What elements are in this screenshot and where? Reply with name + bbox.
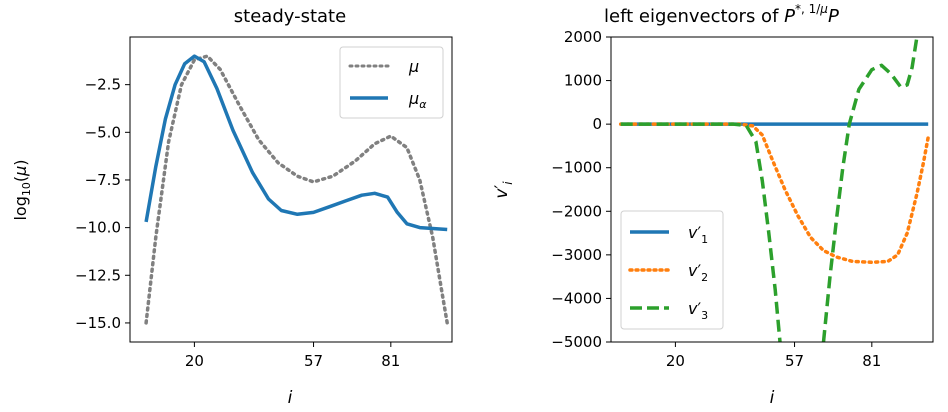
- legend-box: [339, 46, 444, 119]
- y-axis-ticks: −2.5 −5.0 −7.5 −10.0 −12.5 −15.0: [75, 76, 130, 332]
- x-tick-label: 57: [785, 352, 804, 370]
- x-tick-label: 20: [185, 352, 204, 370]
- y-tick-label: −2.5: [85, 76, 121, 94]
- chart-title: steady-state: [234, 6, 346, 27]
- y-tick-label: −4000: [551, 289, 602, 307]
- y-tick-label: −12.5: [75, 266, 121, 284]
- y-axis-label: v′i: [492, 181, 515, 199]
- x-axis-ticks: 20 57 81: [185, 342, 400, 370]
- plot-area: [144, 54, 449, 325]
- axes-frame: [129, 36, 453, 343]
- y-tick-label: 0: [592, 115, 602, 133]
- series-line-3-b: [821, 37, 919, 342]
- y-tick-label: −15.0: [75, 314, 121, 332]
- eigenvectors-panel: left eigenvectors of P*, 1/μP 20 57 81 200…: [492, 2, 934, 408]
- y-tick-label: −3000: [551, 246, 602, 264]
- steady-state-panel: steady-state 20 57 81 −2.5 −5.0 −7.5 −10.0 −12…: [11, 6, 453, 408]
- y-tick-label: −2000: [551, 202, 602, 220]
- x-axis-ticks: 20 57 81: [666, 342, 881, 370]
- legend-label-mu: μ: [408, 57, 419, 76]
- y-axis-label: log10(μ): [11, 159, 33, 220]
- legend: v′1 v′2 v′3: [620, 210, 724, 330]
- y-tick-label: 2000: [564, 28, 602, 46]
- x-tick-label: 81: [381, 352, 400, 370]
- chart-title: left eigenvectors of P*, 1/μP: [604, 2, 839, 27]
- y-tick-label: −10.0: [75, 219, 121, 237]
- x-axis-label: i: [288, 388, 293, 408]
- series-line-3: [620, 122, 782, 342]
- legend: μ μα: [339, 46, 444, 119]
- plot-area: [618, 37, 930, 342]
- y-tick-label: −5.0: [85, 123, 121, 141]
- y-axis-ticks: 2000 1000 0 −1000 −2000 −3000 −4000 −5000: [551, 28, 611, 351]
- axes-frame: [610, 36, 934, 343]
- x-tick-label: 57: [304, 352, 323, 370]
- y-tick-label: −5000: [551, 333, 602, 351]
- x-tick-label: 20: [666, 352, 685, 370]
- x-axis-label: i: [770, 388, 775, 408]
- y-tick-label: −7.5: [85, 171, 121, 189]
- x-tick-label: 81: [862, 352, 881, 370]
- y-tick-label: 1000: [564, 72, 602, 90]
- legend-box: [620, 210, 724, 330]
- y-tick-label: −1000: [551, 159, 602, 177]
- series-line-2: [144, 54, 448, 232]
- series-line-2: [618, 122, 930, 265]
- series-line-1: [144, 54, 449, 325]
